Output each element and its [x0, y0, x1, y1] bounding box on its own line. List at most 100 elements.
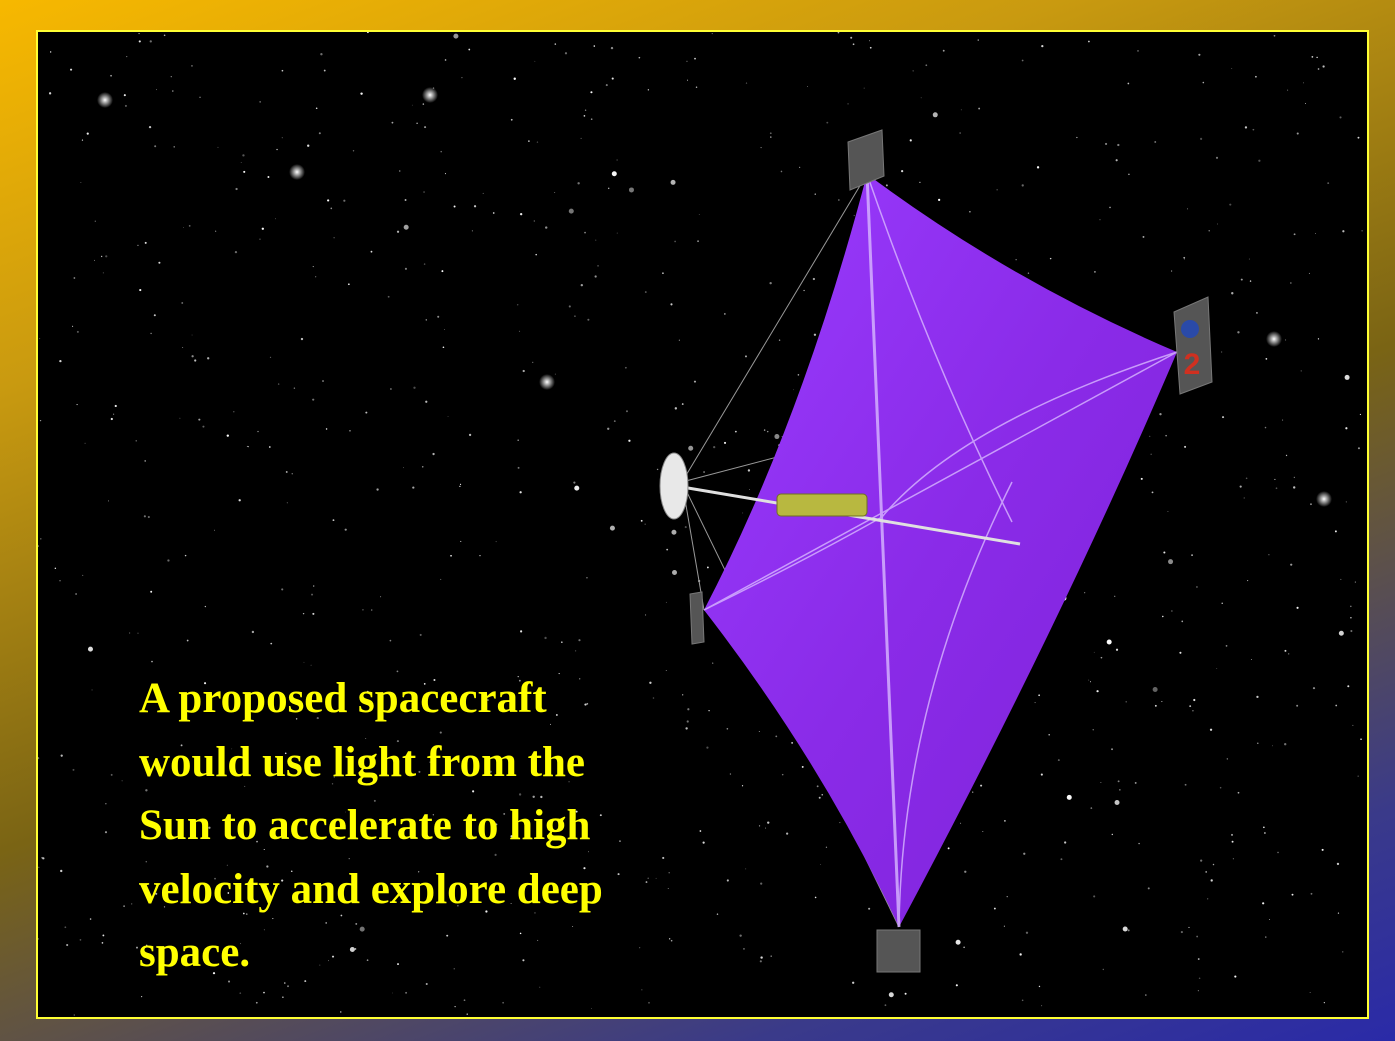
- star: [734, 430, 737, 433]
- star: [214, 877, 216, 880]
- star: [814, 896, 817, 899]
- star: [837, 32, 840, 34]
- star: [587, 318, 590, 321]
- star: [1162, 615, 1164, 618]
- star: [60, 754, 63, 757]
- star: [1041, 44, 1044, 48]
- star: [1115, 159, 1118, 162]
- star: [554, 191, 556, 193]
- star: [1207, 898, 1209, 900]
- star: [331, 783, 334, 785]
- star: [1184, 445, 1187, 448]
- star: [708, 709, 710, 712]
- star: [1231, 292, 1234, 295]
- star: [1114, 800, 1120, 806]
- star: [137, 244, 139, 246]
- star: [586, 702, 589, 705]
- star: [1226, 758, 1229, 760]
- star: [459, 483, 462, 485]
- star: [312, 585, 315, 587]
- star: [769, 132, 772, 135]
- star: [373, 799, 376, 802]
- star: [1115, 648, 1119, 651]
- star: [1202, 81, 1205, 84]
- star: [1221, 602, 1223, 604]
- star: [38, 866, 40, 868]
- star: [136, 946, 138, 949]
- star: [1138, 842, 1140, 845]
- star: [387, 295, 390, 298]
- star: [344, 528, 347, 531]
- star: [390, 388, 392, 390]
- star: [80, 181, 82, 183]
- star: [463, 999, 466, 1002]
- star: [284, 752, 287, 755]
- star: [1196, 586, 1198, 588]
- star: [228, 980, 231, 983]
- star: [1290, 282, 1292, 284]
- star: [227, 892, 230, 894]
- star: [839, 822, 841, 824]
- star: [583, 115, 586, 117]
- star: [909, 139, 912, 142]
- star: [170, 76, 172, 78]
- star: [66, 943, 69, 947]
- star: [1198, 977, 1201, 980]
- star: [39, 420, 42, 422]
- star: [1284, 743, 1287, 746]
- star: [1183, 256, 1186, 259]
- star: [519, 932, 522, 935]
- star: [397, 963, 399, 965]
- star: [135, 440, 137, 442]
- star: [259, 238, 261, 240]
- star: [1248, 258, 1250, 260]
- star: [577, 182, 580, 185]
- star: [888, 992, 894, 998]
- star: [1168, 559, 1174, 565]
- star: [959, 132, 961, 134]
- star: [1296, 606, 1299, 609]
- star: [624, 366, 627, 369]
- star: [786, 832, 789, 835]
- star: [670, 179, 676, 185]
- star: [1100, 656, 1103, 659]
- star: [674, 407, 678, 410]
- star: [257, 430, 259, 433]
- star: [1154, 141, 1157, 143]
- star: [310, 664, 312, 666]
- star: [693, 380, 697, 383]
- star: [510, 903, 512, 904]
- star: [459, 485, 461, 487]
- star: [739, 934, 742, 937]
- star: [1196, 935, 1199, 938]
- star: [204, 605, 207, 608]
- star: [638, 56, 641, 59]
- star: [797, 374, 800, 376]
- star: [1336, 862, 1340, 866]
- star: [806, 86, 808, 87]
- star: [352, 150, 355, 152]
- star: [760, 147, 762, 149]
- star: [422, 103, 425, 105]
- star: [1109, 206, 1111, 209]
- star: [1006, 896, 1008, 898]
- star: [599, 814, 602, 817]
- solar-sail: [704, 174, 1177, 927]
- star: [158, 261, 161, 264]
- star: [1252, 128, 1255, 131]
- star: [912, 70, 914, 72]
- star: [73, 277, 76, 279]
- star: [1096, 690, 1099, 693]
- star: [670, 303, 673, 306]
- star: [665, 601, 667, 603]
- star: [1111, 833, 1113, 836]
- star: [847, 103, 849, 105]
- star: [453, 33, 459, 39]
- star: [1277, 851, 1279, 854]
- star: [1212, 863, 1215, 866]
- star: [647, 89, 650, 91]
- star: [1256, 695, 1259, 699]
- star: [1125, 701, 1127, 703]
- star: [424, 126, 427, 129]
- star: [1034, 702, 1036, 704]
